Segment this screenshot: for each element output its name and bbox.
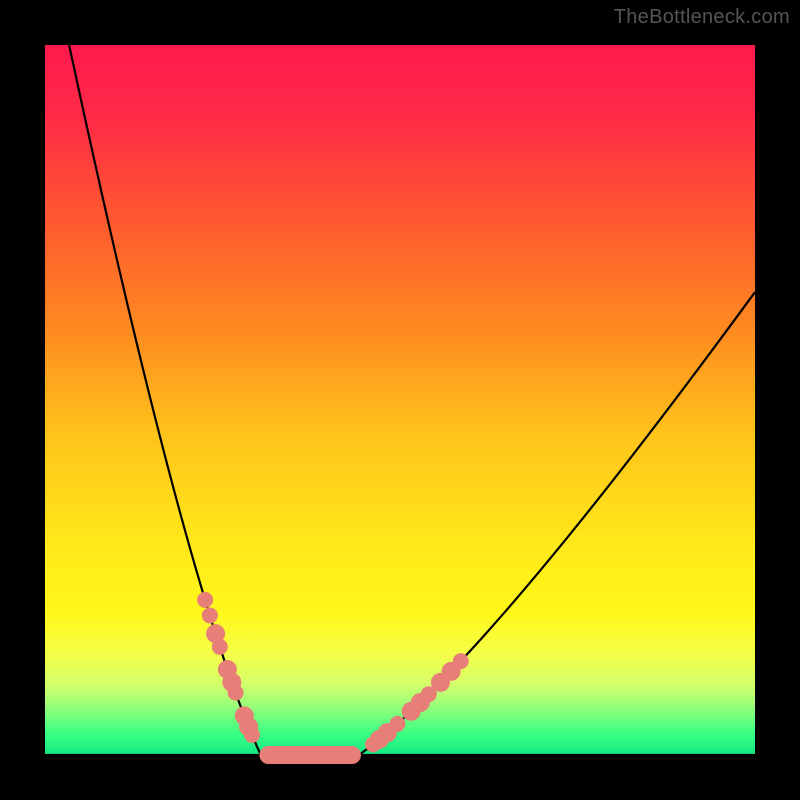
bottleneck-chart: [0, 0, 800, 800]
watermark-text: TheBottleneck.com: [614, 6, 790, 29]
marker-left: [228, 685, 243, 700]
marker-left: [202, 608, 217, 623]
marker-right: [453, 654, 468, 669]
marker-left: [244, 727, 259, 742]
chart-container: TheBottleneck.com: [0, 0, 800, 800]
marker-left: [198, 592, 213, 607]
marker-right: [390, 716, 405, 731]
valley-bar: [259, 746, 361, 764]
marker-left: [212, 639, 227, 654]
